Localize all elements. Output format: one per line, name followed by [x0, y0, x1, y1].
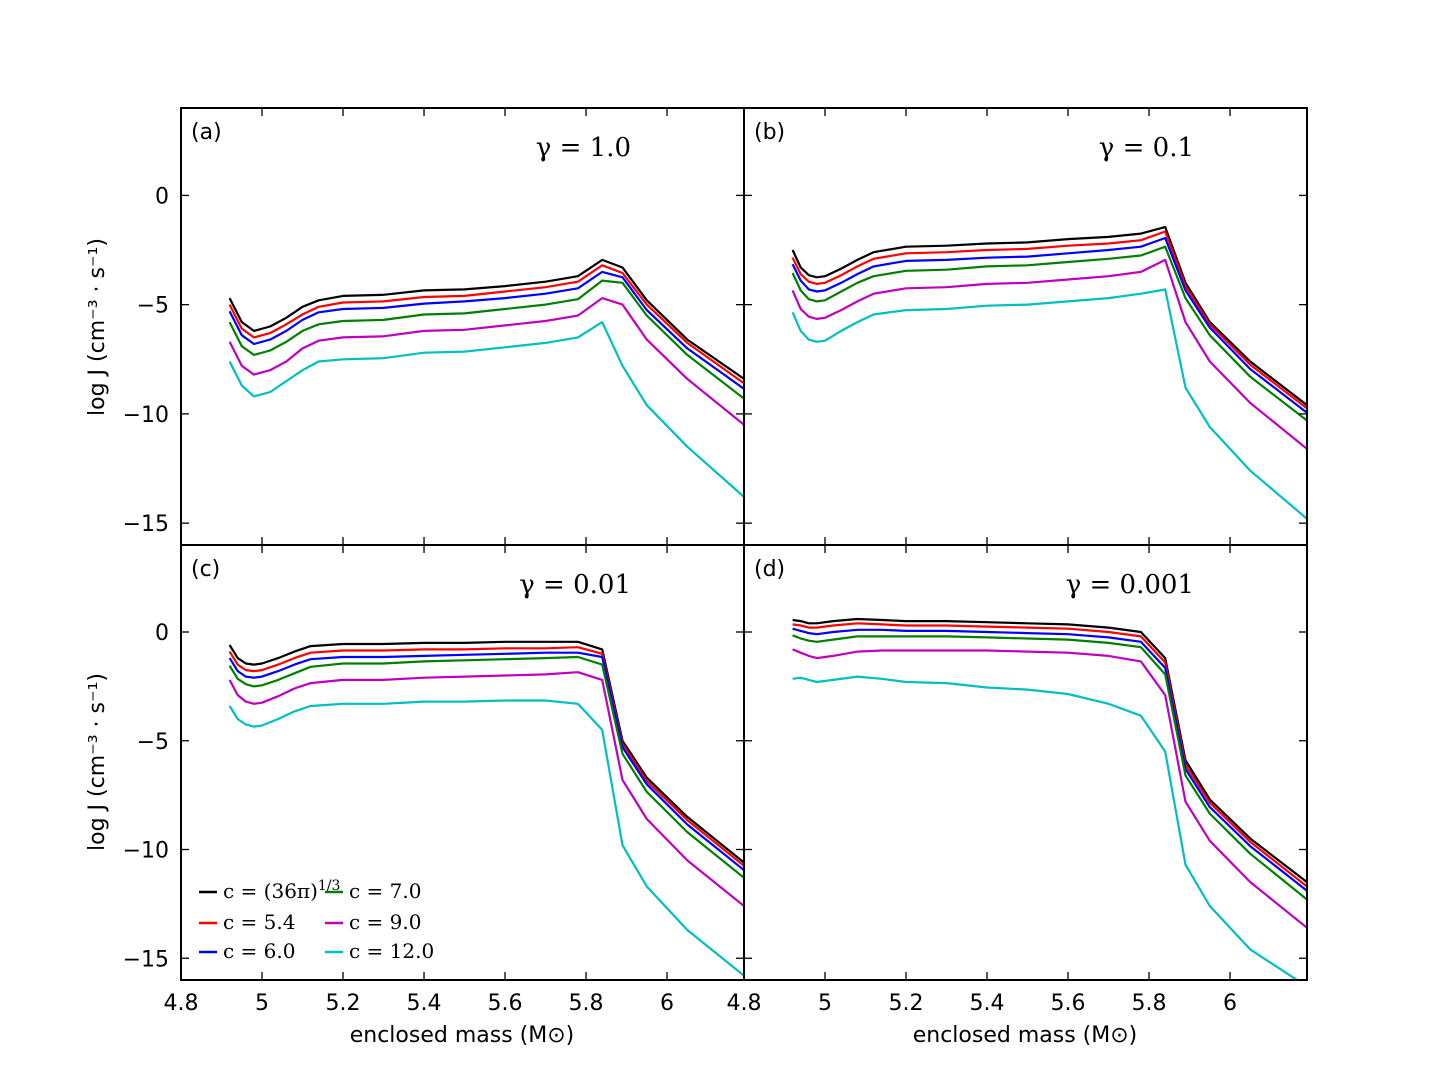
ylabel-top: log J (cm⁻³ · s⁻¹) — [85, 238, 110, 416]
panel-c-label: (c) — [191, 557, 220, 582]
panel-d-xtick-label: 5.2 — [889, 991, 924, 1016]
legend-label-c-36pi: c = (36π)1/3 — [223, 878, 340, 903]
panel-c-series-c-5-4 — [228, 646, 744, 867]
legend-label-c-12-0: c = 12.0 — [349, 939, 434, 963]
legend-label-c-9-0: c = 9.0 — [349, 910, 421, 934]
panel-b-series-c-12-0 — [791, 288, 1307, 520]
panel-d-series-c-12-0 — [792, 675, 1300, 980]
panel-c-xtick-label: 5.2 — [326, 991, 361, 1016]
text-layer: log J (cm⁻³ · s⁻¹) log J (cm⁻³ · s⁻¹) en… — [85, 120, 1237, 1048]
panel-b-frame — [743, 107, 1308, 546]
ylabel-bottom: log J (cm⁻³ · s⁻¹) — [85, 673, 110, 851]
panel-d-label: (d) — [754, 557, 785, 582]
plot-layer — [228, 226, 1307, 980]
panel-c-ytick-label: −10 — [123, 839, 169, 864]
panel-c-xtick-label: 6 — [660, 991, 674, 1016]
panel-b-series-group — [791, 226, 1307, 520]
panel-c-xtick-label: 4.8 — [164, 991, 199, 1016]
panel-a-ytick-label: −10 — [123, 403, 169, 428]
panel-c-ytick-label: −5 — [137, 730, 169, 755]
legend: c = (36π)1/3 c = 5.4 c = 6.0 c = 7.0 c = 9.0… — [199, 878, 434, 963]
panel-a-series-c-9-0 — [228, 297, 744, 426]
panel-c-ytick-label: 0 — [155, 621, 169, 646]
panel-c-series-c-6-0 — [228, 651, 744, 872]
panel-c-gamma-label: γ = 0.01 — [519, 570, 631, 600]
panel-a-series-c-5-4 — [228, 264, 744, 385]
panel-a-gamma-label: γ = 1.0 — [536, 133, 631, 163]
panel-b-series-c-9-0 — [791, 258, 1307, 450]
panel-d-gamma-label: γ = 0.001 — [1066, 570, 1194, 600]
panel-d-xtick-label: 5.8 — [1132, 991, 1167, 1016]
legend-label-c-7-0: c = 7.0 — [349, 879, 421, 903]
panel-b-series-c-6-0 — [791, 236, 1307, 414]
panel-d-xtick-label: 5 — [818, 991, 832, 1016]
panel-a-ytick-label: 0 — [155, 184, 169, 209]
xlabel-left: enclosed mass (M⊙) — [350, 1023, 575, 1048]
panel-a-ytick-label: −15 — [123, 512, 169, 537]
panel-c-series-group — [228, 640, 744, 977]
panel-c-series-c-12-0 — [228, 699, 744, 977]
xlabel-right: enclosed mass (M⊙) — [913, 1023, 1138, 1048]
panel-c-series-c-9-0 — [228, 671, 744, 907]
panel-d-xtick-label: 6 — [1223, 991, 1237, 1016]
panel-d-xtick-label: 4.8 — [727, 991, 762, 1016]
panel-c-xtick-label: 5.4 — [407, 991, 442, 1016]
panel-d-series-c-7-0 — [792, 634, 1307, 901]
panel-b-label: (b) — [754, 120, 785, 145]
panel-d-series-c-36pi — [792, 617, 1307, 883]
panel-c-xtick-label: 5 — [255, 991, 269, 1016]
panel-d-series-c-5-4 — [792, 622, 1307, 888]
panel-d-xtick-label: 5.4 — [970, 991, 1005, 1016]
panel-c-xtick-label: 5.6 — [488, 991, 523, 1016]
panel-a-series-c-6-0 — [228, 270, 744, 390]
panel-d-series-c-9-0 — [792, 648, 1307, 929]
panel-c-ytick-label: −15 — [123, 947, 169, 972]
panel-b-gamma-label: γ = 0.1 — [1099, 133, 1194, 163]
legend-label-c-6-0: c = 6.0 — [223, 939, 295, 963]
panel-a-series-c-12-0 — [228, 321, 744, 498]
panel-a-label: (a) — [191, 120, 222, 145]
panel-b-series-c-36pi — [791, 226, 1307, 407]
legend-label-c-5-4: c = 5.4 — [223, 910, 295, 934]
panel-d-frame — [743, 544, 1308, 981]
panel-c-xtick-label: 5.8 — [569, 991, 604, 1016]
panel-a-series-c-7-0 — [228, 279, 744, 400]
panel-b-series-c-7-0 — [791, 245, 1307, 422]
panel-d-series-c-6-0 — [792, 627, 1307, 892]
panel-b-series-c-5-4 — [791, 230, 1307, 410]
panel-a-ytick-label: −5 — [137, 294, 169, 319]
panel-d-xtick-label: 5.6 — [1051, 991, 1086, 1016]
panel-a-series-c-36pi — [228, 258, 744, 380]
panel-c-series-c-7-0 — [228, 655, 744, 879]
panel-d-series-group — [792, 617, 1307, 980]
frame-layer — [180, 107, 1308, 981]
panel-a-series-group — [228, 258, 744, 498]
